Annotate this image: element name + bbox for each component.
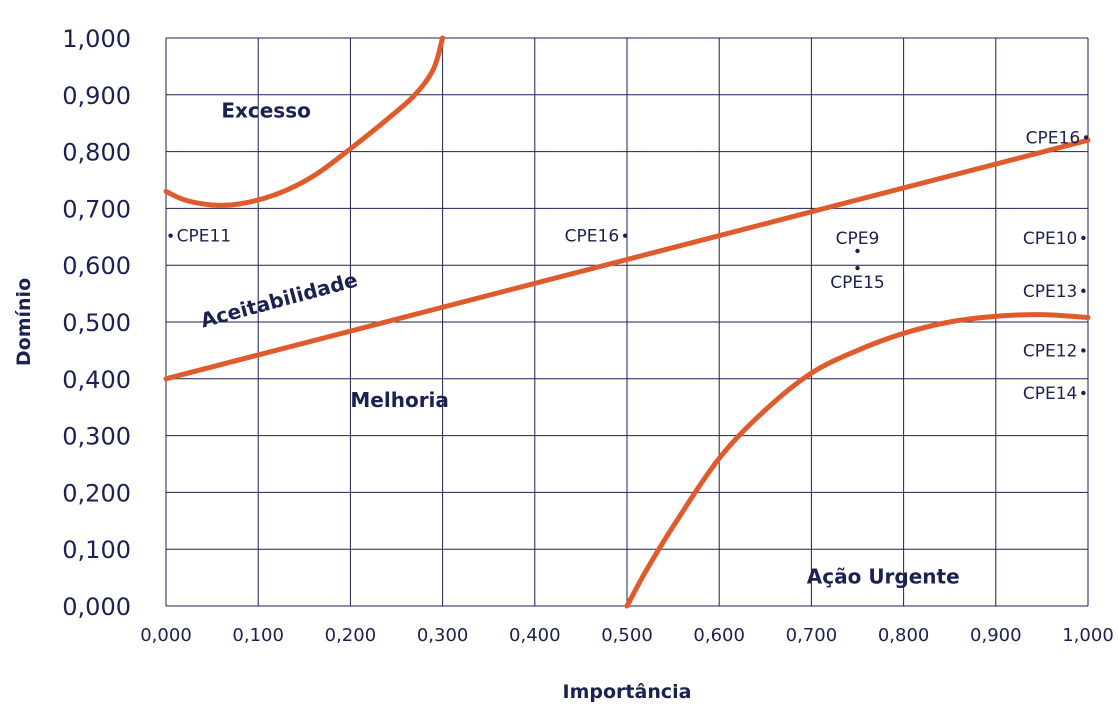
y-tick-label: 0,300 (62, 423, 131, 451)
data-point (168, 233, 173, 238)
data-point (1083, 135, 1089, 140)
data-point (855, 265, 860, 271)
x-tick-label: 0,700 (786, 625, 838, 646)
y-tick-label: 0,500 (62, 309, 131, 337)
y-tick-label: 0,600 (62, 252, 131, 280)
y-axis-title: Domínio (13, 278, 35, 366)
curves (163, 35, 1091, 609)
data-point (622, 233, 628, 238)
x-axis-title: Importância (563, 681, 692, 703)
data-point-label: CPE14 (1023, 384, 1078, 404)
x-tick-label: 0,200 (325, 625, 377, 646)
data-point-label: CPE11 (177, 227, 232, 247)
data-point (1081, 288, 1086, 293)
y-tick-label: 0,100 (62, 536, 131, 564)
x-tick-label: 0,900 (970, 625, 1022, 646)
y-tick-label: 0,400 (62, 366, 131, 394)
x-tick-label: 0,000 (140, 625, 192, 646)
data-point (1081, 235, 1086, 241)
tick-labels: 0,000 0,100 0,200 0,300 0,400 0,500 0,600 0,700… (62, 25, 1113, 646)
x-tick-label: 0,400 (509, 625, 561, 646)
y-tick-label: 1,000 (62, 25, 131, 53)
y-tick-label: 0,800 (62, 139, 131, 167)
data-point-label: CPE9 (836, 229, 880, 249)
region-label: Aceitabilidade (198, 268, 360, 333)
data-point (1081, 348, 1086, 353)
region-label: Excesso (221, 99, 311, 123)
x-tick-label: 0,500 (601, 625, 653, 646)
data-point (1081, 390, 1086, 396)
x-tick-label: 0,800 (878, 625, 930, 646)
x-tick-label: 1,000 (1062, 625, 1114, 646)
data-point-label: CPE15 (830, 273, 885, 293)
data-point (855, 248, 860, 254)
region-label: Melhoria (350, 388, 449, 412)
x-tick-label: 0,600 (693, 625, 745, 646)
data-point-label: CPE16 (565, 227, 620, 247)
curve-acao-urgente-boundary (624, 312, 1091, 609)
data-point-label: CPE12 (1023, 341, 1078, 361)
grid (165, 37, 1089, 607)
data-point-label: CPE13 (1023, 282, 1078, 302)
x-tick-label: 0,100 (232, 625, 284, 646)
region-label: Ação Urgente (807, 564, 960, 588)
y-tick-label: 0,200 (62, 479, 131, 507)
curve-excesso-boundary (163, 35, 446, 208)
y-tick-label: 0,900 (62, 82, 131, 110)
data-point-label: CPE16 (1026, 128, 1081, 148)
curve-aceitabilidade-line (163, 137, 1091, 382)
y-tick-label: 0,000 (62, 593, 131, 621)
data-points: CPE16 CPE11 CPE16 CPE9 CPE15 CPE10 CPE13 CPE12 C… (168, 128, 1089, 404)
data-point-label: CPE10 (1023, 229, 1078, 249)
y-tick-label: 0,700 (62, 195, 131, 223)
x-tick-label: 0,300 (417, 625, 469, 646)
